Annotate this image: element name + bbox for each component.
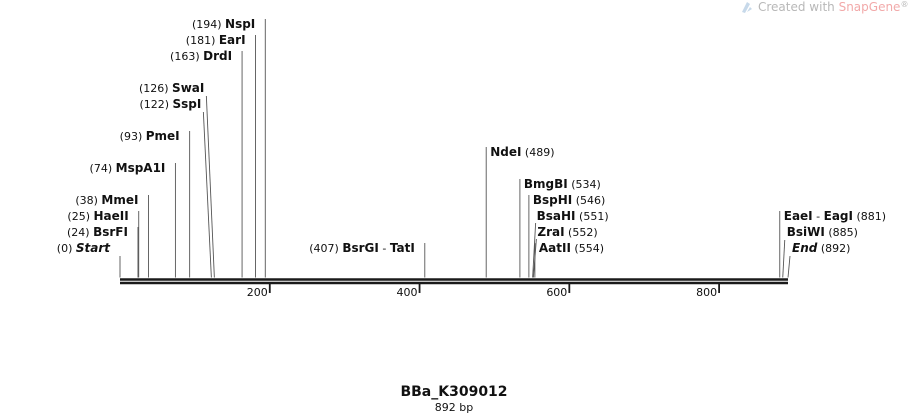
- site-name-start: Start: [76, 241, 111, 255]
- site-label-mspa1i: (74) MspA1I: [90, 161, 166, 175]
- site-name-bsahi: BsaHI: [537, 209, 576, 223]
- site-position-aatii: (554): [571, 242, 604, 255]
- site-label-start: (0) Start: [57, 241, 111, 255]
- site-name-bmgbi: BmgBI: [524, 177, 568, 191]
- site-position-bsrfi: (24): [67, 226, 93, 239]
- site-position-pmei: (93): [120, 130, 146, 143]
- site-position-swai: (126): [139, 82, 172, 95]
- site-position-haeii: (25): [67, 210, 93, 223]
- site-position-eaei: (881): [853, 210, 886, 223]
- site-label-bsrgi: (407) BsrGI - TatI: [309, 241, 415, 255]
- site-leader-end: [787, 255, 791, 278]
- site-name-bsphi: BspHI: [533, 193, 572, 207]
- site-name-mmei: MmeI: [101, 193, 138, 207]
- site-label-bmgbi: BmgBI (534): [524, 177, 601, 191]
- site-name-end: End: [792, 241, 818, 255]
- site-label-bsahi: BsaHI (551): [537, 209, 609, 223]
- site-leader-swai: [205, 95, 215, 278]
- site-position-zrai: (552): [565, 226, 598, 239]
- site-name-nspi: NspI: [225, 17, 255, 31]
- site-leader-bsiwi: [782, 239, 786, 278]
- site-position-nspi: (194): [192, 18, 225, 31]
- site-position-end: (892): [817, 242, 850, 255]
- ruler-tick-label: 800: [696, 286, 717, 299]
- site-leader-bsahi: [532, 222, 537, 278]
- site-label-sspi: (122) SspI: [139, 97, 201, 111]
- snapgene-watermark: Created with SnapGene®: [742, 0, 908, 14]
- site-position-bsphi: (546): [572, 194, 605, 207]
- ruler-tick-label: 200: [247, 286, 268, 299]
- site-name2-eaei: EagI: [824, 209, 853, 223]
- map-subtitle: 892 bp: [435, 401, 473, 413]
- snapgene-logo-icon: [742, 2, 752, 13]
- site-name-drdi: DrdI: [203, 49, 232, 63]
- ruler-ticks: 200 400 600 800: [247, 283, 721, 299]
- site-label-end: End (892): [792, 241, 850, 255]
- map-title: BBa_K309012: [400, 384, 507, 400]
- ruler-tick-label: 400: [397, 286, 418, 299]
- site-name2-bsrgi: TatI: [390, 241, 415, 255]
- watermark-text: Created with SnapGene®: [758, 0, 908, 14]
- site-position-sspi: (122): [139, 98, 172, 111]
- site-label-aatii: AatII (554): [539, 241, 604, 255]
- site-name-zrai: ZraI: [537, 225, 564, 239]
- site-name-ndei: NdeI: [490, 145, 521, 159]
- site-name-swai: SwaI: [172, 81, 204, 95]
- site-label-bsphi: BspHI (546): [533, 193, 605, 207]
- ruler-tick-label: 600: [546, 286, 567, 299]
- site-name-bsiwi: BsiWI: [787, 225, 825, 239]
- site-position-drdi: (163): [170, 50, 203, 63]
- site-label-nspi: (194) NspI: [192, 17, 255, 31]
- site-name-mspa1i: MspA1I: [116, 161, 166, 175]
- watermark-prefix: Created with: [758, 0, 839, 14]
- site-label-eari: (181) EarI: [186, 33, 246, 47]
- site-position-bmgbi: (534): [568, 178, 601, 191]
- site-name-eaei: EaeI: [784, 209, 813, 223]
- site-label-bsrfi: (24) BsrFI: [67, 225, 128, 239]
- site-position-mspa1i: (74): [90, 162, 116, 175]
- site-name-bsrgi: BsrGI: [342, 241, 379, 255]
- restriction-sites: (0) Start(24) BsrFI(25) HaeII(38) MmeI(7…: [57, 17, 886, 278]
- site-name-aatii: AatII: [539, 241, 571, 255]
- site-leader-sspi: [202, 111, 212, 278]
- site-label-ndei: NdeI (489): [490, 145, 554, 159]
- sequence-backbone: [120, 278, 788, 285]
- site-position-bsrgi: (407): [309, 242, 342, 255]
- site-label-mmei: (38) MmeI: [75, 193, 138, 207]
- site-label-bsiwi: BsiWI (885): [787, 225, 858, 239]
- site-label-eaei: EaeI - EagI (881): [784, 209, 886, 223]
- site-position-eari: (181): [186, 34, 219, 47]
- site-position-start: (0): [57, 242, 76, 255]
- site-label-drdi: (163) DrdI: [170, 49, 232, 63]
- site-dash-eaei: -: [813, 210, 824, 223]
- site-label-haeii: (25) HaeII: [67, 209, 128, 223]
- site-name-bsrfi: BsrFI: [93, 225, 128, 239]
- site-position-ndei: (489): [521, 146, 554, 159]
- site-name-pmei: PmeI: [146, 129, 180, 143]
- site-position-bsahi: (551): [576, 210, 609, 223]
- site-dash-bsrgi: -: [379, 242, 390, 255]
- watermark-mark: ®: [900, 0, 908, 9]
- site-name-sspi: SspI: [173, 97, 202, 111]
- site-label-zrai: ZraI (552): [537, 225, 597, 239]
- site-name-eari: EarI: [219, 33, 246, 47]
- site-name-haeii: HaeII: [94, 209, 129, 223]
- watermark-brand: SnapGene: [839, 0, 901, 14]
- site-label-swai: (126) SwaI: [139, 81, 204, 95]
- site-position-mmei: (38): [75, 194, 101, 207]
- site-position-bsiwi: (885): [825, 226, 858, 239]
- site-label-pmei: (93) PmeI: [120, 129, 180, 143]
